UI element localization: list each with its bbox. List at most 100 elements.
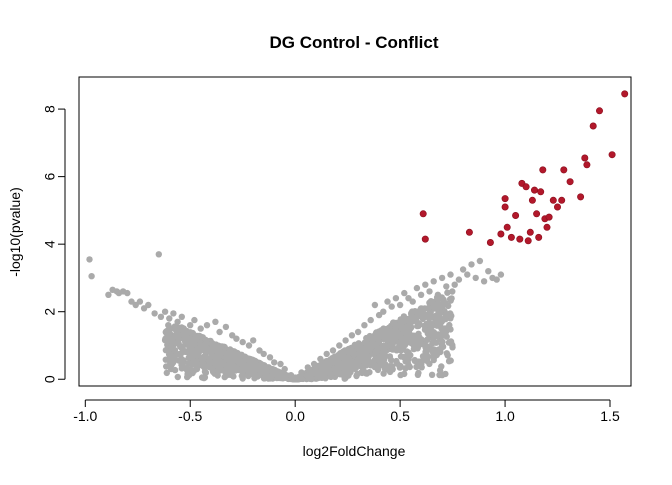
nonsignificant-point	[233, 335, 240, 342]
nonsignificant-point	[317, 355, 324, 363]
background-point	[387, 327, 395, 335]
nonsignificant-point	[485, 268, 492, 275]
background-point	[439, 303, 446, 310]
y-axis: 0 2 4 6 8	[42, 105, 66, 383]
background-point	[430, 352, 437, 360]
background-point	[175, 335, 182, 343]
background-point	[264, 369, 271, 376]
background-point	[274, 373, 281, 380]
background-point	[390, 320, 397, 327]
background-point	[245, 372, 252, 380]
nonsignificant-point	[197, 325, 204, 332]
nonsignificant-point	[380, 308, 387, 315]
background-point	[226, 360, 233, 368]
background-point	[206, 363, 213, 371]
background-point	[342, 355, 349, 362]
background-point	[431, 329, 438, 337]
background-point	[238, 359, 245, 366]
background-point	[162, 335, 169, 342]
y-tick-label: 2	[42, 308, 58, 316]
nonsignificant-point	[464, 271, 471, 278]
significant-point	[558, 196, 566, 204]
background-point	[224, 368, 231, 375]
nonsignificant-point	[277, 360, 284, 368]
nonsignificant-point	[266, 354, 274, 361]
background-point	[382, 343, 389, 350]
significant-point	[535, 233, 543, 241]
background-point	[213, 342, 220, 349]
background-point	[411, 340, 418, 348]
x-tick-label: -1.0	[73, 408, 97, 424]
background-point	[189, 329, 196, 337]
background-point	[335, 369, 343, 376]
nonsignificant-point	[342, 337, 349, 344]
significant-point	[501, 195, 509, 203]
background-point	[430, 334, 437, 341]
background-point	[413, 363, 420, 371]
nonsignificant-point	[401, 289, 408, 297]
nonsignificant-point	[388, 303, 395, 310]
background-point	[171, 354, 178, 362]
nonsignificant-point	[136, 298, 144, 305]
x-tick-label: 0.0	[285, 408, 305, 424]
nonsignificant-point	[371, 301, 379, 309]
background-point	[396, 321, 404, 329]
background-point	[193, 352, 201, 359]
x-tick-label: 0.5	[390, 408, 410, 424]
nonsignificant-point	[497, 271, 505, 278]
background-point	[163, 369, 170, 377]
nonsignificant-point	[323, 350, 330, 358]
background-point	[186, 344, 193, 352]
significant-point	[516, 235, 524, 243]
nonsignificant-point	[493, 276, 500, 283]
background-point	[437, 345, 445, 352]
background-point	[397, 362, 404, 370]
background-point	[429, 340, 436, 347]
significant-point	[553, 203, 561, 211]
background-point	[419, 353, 427, 360]
background-point	[373, 364, 381, 371]
background-point	[444, 289, 451, 296]
background-point	[165, 351, 173, 358]
y-axis-label: -log10(pvalue)	[7, 187, 23, 277]
nonsignificant-point	[222, 323, 230, 331]
background-point	[185, 360, 192, 367]
nonsignificant-point	[426, 288, 433, 295]
background-point	[423, 320, 430, 328]
background-point	[370, 341, 377, 348]
background-point	[252, 360, 259, 368]
nonsignificant-point	[468, 261, 475, 268]
nonsignificant-point	[157, 313, 165, 320]
nonsignificant-point	[212, 318, 219, 325]
background-point	[167, 360, 174, 367]
nonsignificant-point	[430, 278, 437, 285]
background-point	[427, 345, 434, 352]
nonsignificant-point	[348, 332, 356, 339]
background-point	[216, 347, 223, 354]
nonsignificant-point	[151, 310, 158, 317]
background-point	[378, 332, 385, 339]
nonsignificant-point	[447, 271, 454, 278]
nonsignificant-point	[329, 347, 337, 354]
background-point	[388, 357, 395, 364]
background-point	[188, 336, 195, 343]
background-point	[238, 352, 245, 359]
y-tick-label: 4	[42, 240, 58, 248]
x-tick-label: 1.5	[600, 408, 620, 424]
background-point	[393, 332, 400, 339]
background-point	[424, 336, 431, 343]
background-point	[447, 326, 454, 333]
significant-point	[512, 212, 520, 220]
background-point	[252, 366, 259, 373]
nonsignificant-point	[472, 274, 479, 282]
background-point	[367, 361, 374, 368]
background-point	[165, 322, 172, 329]
nonsignificant-point	[216, 328, 223, 336]
background-point	[312, 368, 320, 375]
background-point	[183, 366, 191, 374]
background-point	[232, 365, 239, 372]
nonsignificant-point	[336, 342, 343, 349]
nonsignificant-point	[281, 365, 288, 373]
nonsignificant-point	[451, 281, 458, 288]
